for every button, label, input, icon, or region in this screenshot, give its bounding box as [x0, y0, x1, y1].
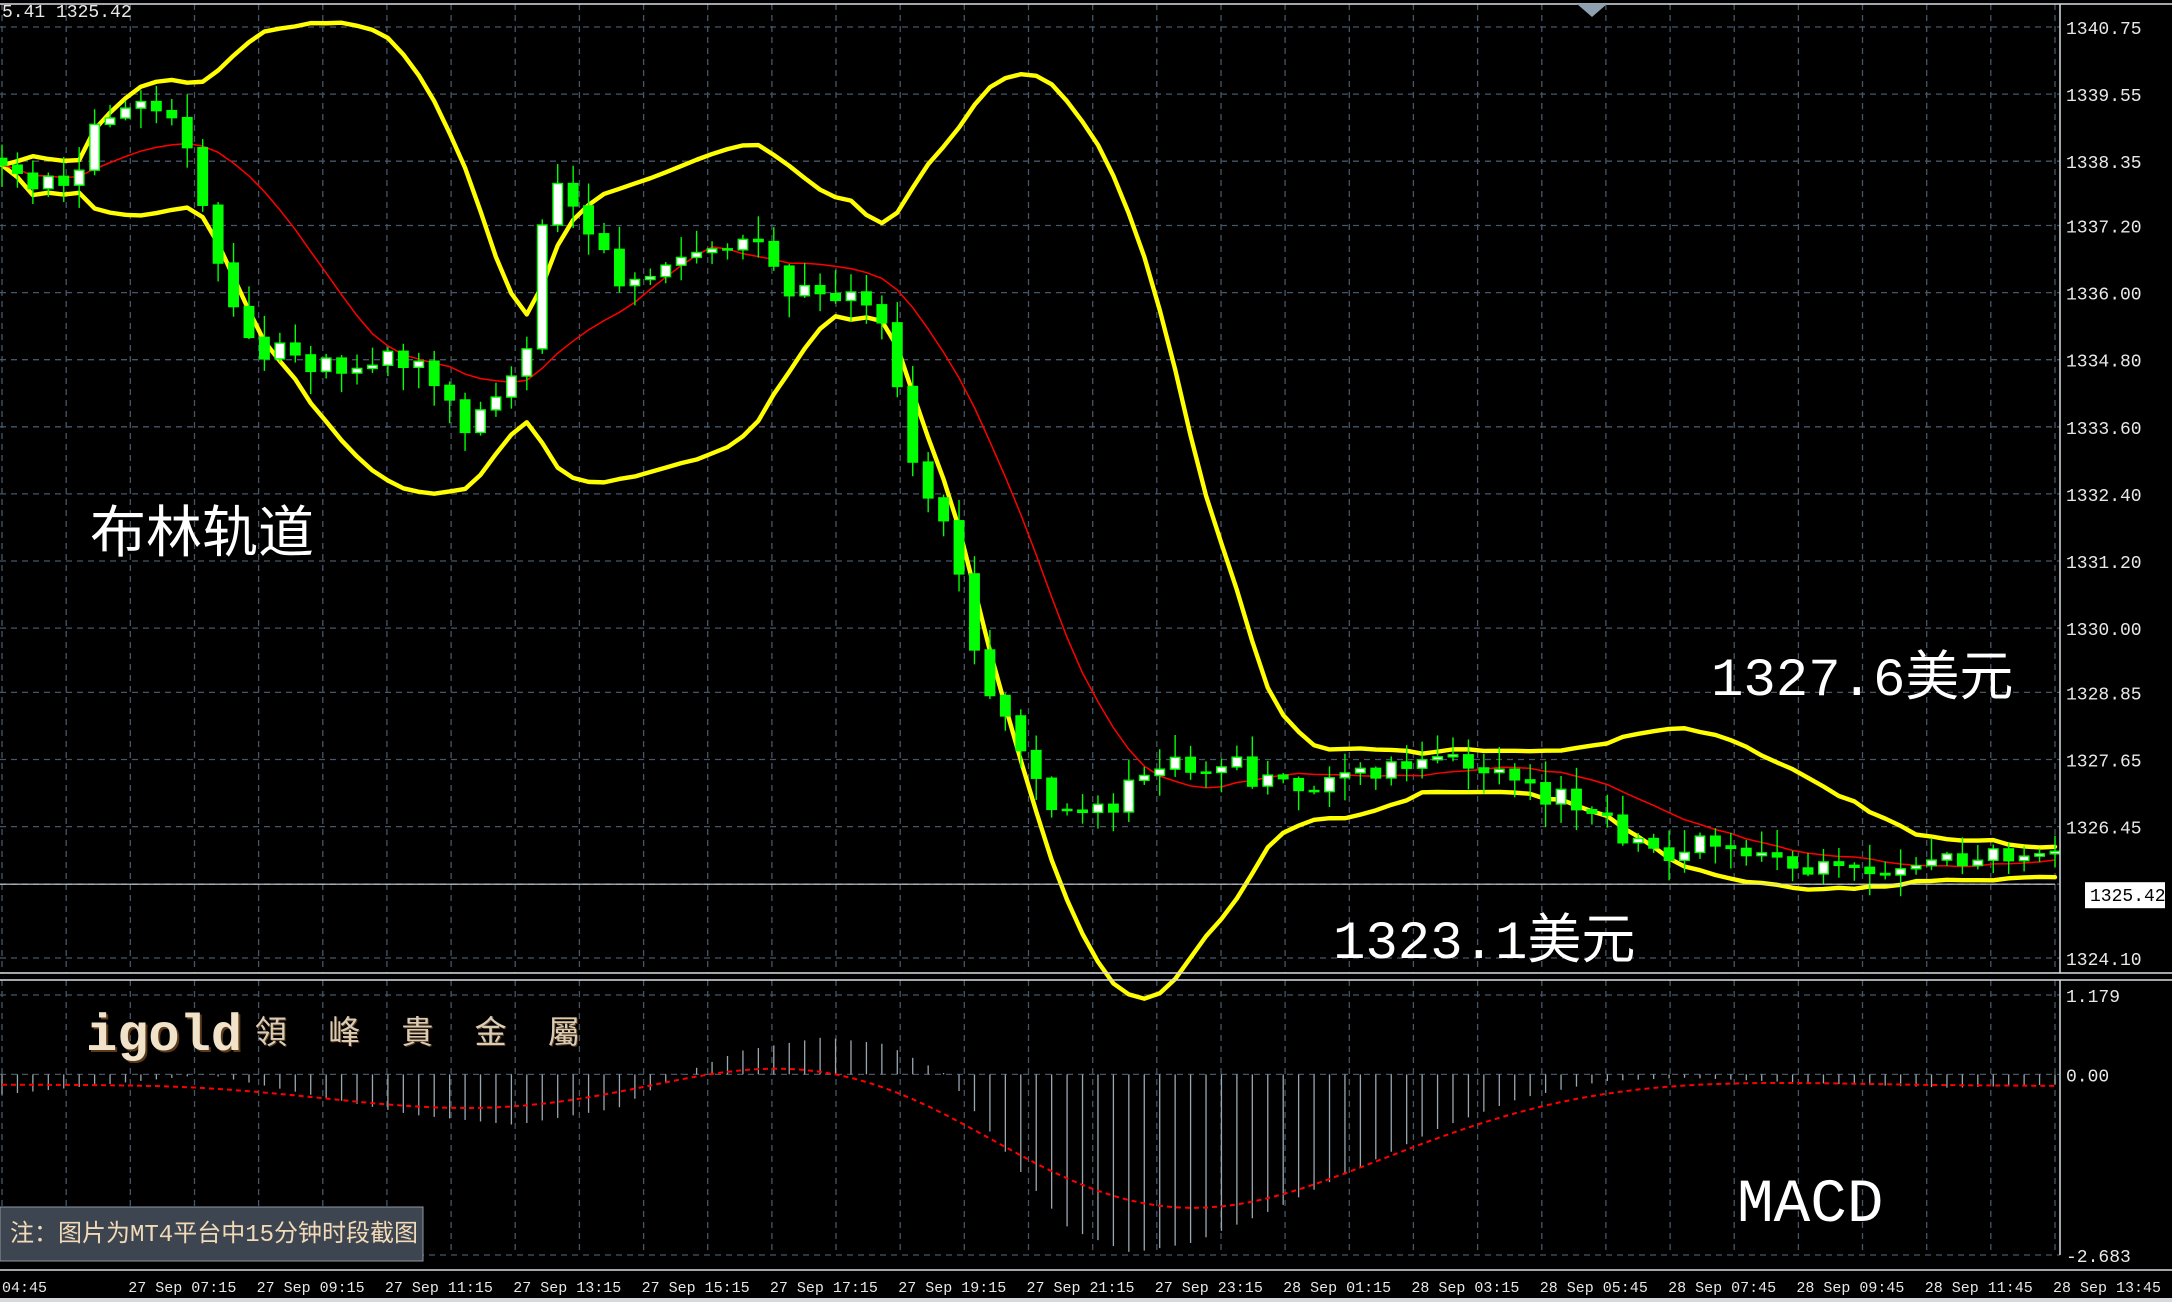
- svg-text:28 Sep 01:15: 28 Sep 01:15: [1283, 1280, 1391, 1297]
- svg-text:領 峰 貴 金 屬: 領 峰 貴 金 屬: [255, 1015, 591, 1053]
- svg-text:27 Sep 17:15: 27 Sep 17:15: [770, 1280, 878, 1297]
- svg-text:04:45: 04:45: [2, 1280, 47, 1297]
- svg-text:28 Sep 13:45: 28 Sep 13:45: [2053, 1280, 2161, 1297]
- svg-text:28 Sep 11:45: 28 Sep 11:45: [1925, 1280, 2033, 1297]
- svg-text:-2.683: -2.683: [2066, 1248, 2131, 1268]
- svg-text:28 Sep 09:45: 28 Sep 09:45: [1796, 1280, 1904, 1297]
- svg-text:28 Sep 03:15: 28 Sep 03:15: [1411, 1280, 1519, 1297]
- svg-text:1331.20: 1331.20: [2066, 554, 2142, 574]
- svg-text:1337.20: 1337.20: [2066, 219, 2142, 239]
- svg-text:28 Sep 05:45: 28 Sep 05:45: [1540, 1280, 1648, 1297]
- svg-text:1326.45: 1326.45: [2066, 820, 2142, 840]
- svg-text:1327.6美元: 1327.6美元: [1711, 648, 2013, 712]
- svg-text:1334.80: 1334.80: [2066, 353, 2142, 373]
- svg-text:1332.40: 1332.40: [2066, 487, 2142, 507]
- svg-text:1336.00: 1336.00: [2066, 286, 2142, 306]
- svg-text:27 Sep 15:15: 27 Sep 15:15: [642, 1280, 750, 1297]
- svg-text:5.41 1325.42: 5.41 1325.42: [2, 3, 132, 23]
- svg-text:1339.55: 1339.55: [2066, 87, 2142, 107]
- svg-text:1333.60: 1333.60: [2066, 420, 2142, 440]
- svg-text:27 Sep 11:15: 27 Sep 11:15: [385, 1280, 493, 1297]
- svg-text:1338.35: 1338.35: [2066, 154, 2142, 174]
- svg-text:igold: igold: [86, 1007, 242, 1066]
- svg-text:1324.10: 1324.10: [2066, 951, 2142, 971]
- svg-text:1325.42: 1325.42: [2090, 887, 2166, 907]
- svg-text:27 Sep 23:15: 27 Sep 23:15: [1155, 1280, 1263, 1297]
- svg-text:27 Sep 21:15: 27 Sep 21:15: [1027, 1280, 1135, 1297]
- svg-text:MACD: MACD: [1737, 1171, 1883, 1240]
- svg-text:28 Sep 07:45: 28 Sep 07:45: [1668, 1280, 1776, 1297]
- svg-text:注：图片为MT4平台中15分钟时段截图: 注：图片为MT4平台中15分钟时段截图: [10, 1220, 418, 1249]
- svg-text:27 Sep 19:15: 27 Sep 19:15: [898, 1280, 1006, 1297]
- svg-text:27 Sep 09:15: 27 Sep 09:15: [257, 1280, 365, 1297]
- svg-text:1.179: 1.179: [2066, 988, 2120, 1008]
- svg-text:布林轨道: 布林轨道: [90, 504, 314, 569]
- svg-text:1323.1美元: 1323.1美元: [1333, 911, 1635, 975]
- svg-text:1330.00: 1330.00: [2066, 621, 2142, 641]
- svg-text:27 Sep 13:15: 27 Sep 13:15: [513, 1280, 621, 1297]
- svg-text:1328.85: 1328.85: [2066, 685, 2142, 705]
- svg-text:1327.65: 1327.65: [2066, 753, 2142, 773]
- svg-text:27 Sep 07:15: 27 Sep 07:15: [128, 1280, 236, 1297]
- svg-text:0.00: 0.00: [2066, 1067, 2109, 1087]
- svg-text:1340.75: 1340.75: [2066, 20, 2142, 40]
